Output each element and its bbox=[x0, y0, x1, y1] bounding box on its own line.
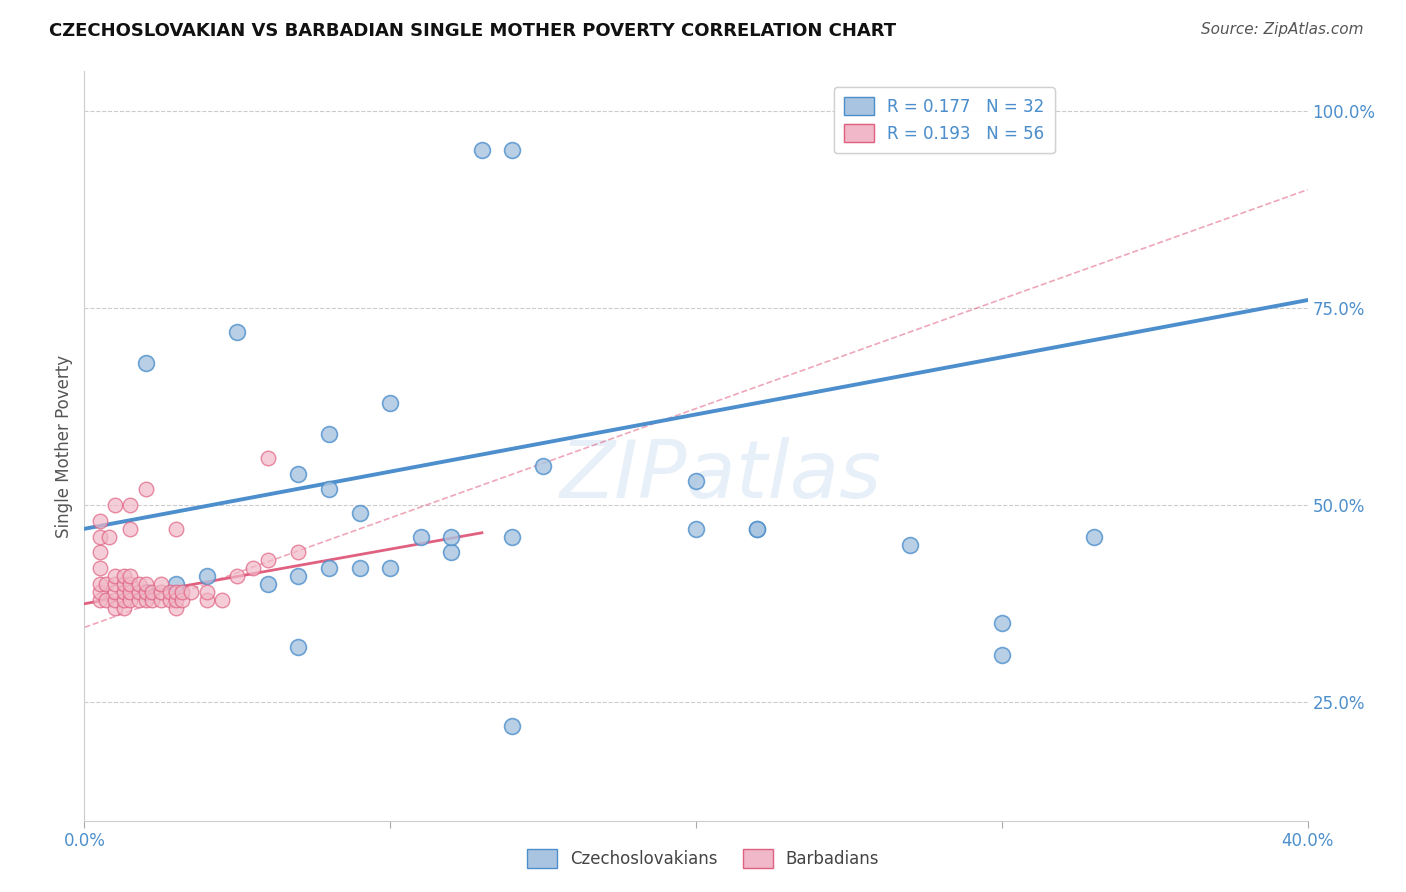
Point bbox=[159, 585, 181, 599]
Point bbox=[112, 585, 135, 599]
Point bbox=[165, 585, 187, 599]
Point bbox=[440, 545, 463, 559]
Point bbox=[287, 640, 309, 654]
Point bbox=[89, 561, 111, 575]
Point bbox=[409, 530, 432, 544]
Point bbox=[112, 600, 135, 615]
Point bbox=[104, 600, 127, 615]
Point bbox=[104, 592, 127, 607]
Point bbox=[165, 522, 187, 536]
Point bbox=[135, 592, 157, 607]
Point bbox=[1083, 530, 1105, 544]
Point bbox=[257, 450, 280, 465]
Point bbox=[180, 585, 202, 599]
Point bbox=[149, 577, 172, 591]
Point bbox=[195, 569, 218, 583]
Point bbox=[128, 592, 150, 607]
Point bbox=[104, 585, 127, 599]
Point bbox=[104, 569, 127, 583]
Point bbox=[898, 538, 921, 552]
Point bbox=[112, 592, 135, 607]
Point bbox=[242, 561, 264, 575]
Point bbox=[165, 577, 187, 591]
Point bbox=[120, 522, 142, 536]
Point bbox=[89, 585, 111, 599]
Point bbox=[502, 143, 524, 157]
Point bbox=[120, 569, 142, 583]
Point bbox=[89, 530, 111, 544]
Point bbox=[471, 143, 494, 157]
Point bbox=[149, 585, 172, 599]
Point bbox=[112, 577, 135, 591]
Point bbox=[318, 483, 340, 497]
Point bbox=[257, 553, 280, 567]
Text: CZECHOSLOVAKIAN VS BARBADIAN SINGLE MOTHER POVERTY CORRELATION CHART: CZECHOSLOVAKIAN VS BARBADIAN SINGLE MOTH… bbox=[49, 22, 897, 40]
Point bbox=[112, 569, 135, 583]
Point bbox=[380, 395, 402, 409]
Point bbox=[349, 506, 371, 520]
Text: ZIPatlas: ZIPatlas bbox=[560, 437, 882, 515]
Point bbox=[380, 561, 402, 575]
Point bbox=[159, 592, 181, 607]
Point bbox=[165, 592, 187, 607]
Point bbox=[226, 325, 249, 339]
Point bbox=[211, 592, 233, 607]
Point bbox=[685, 522, 707, 536]
Point bbox=[89, 545, 111, 559]
Point bbox=[172, 585, 194, 599]
Point bbox=[502, 719, 524, 733]
Point bbox=[104, 577, 127, 591]
Point bbox=[141, 592, 163, 607]
Point bbox=[120, 592, 142, 607]
Point bbox=[685, 475, 707, 489]
Point bbox=[318, 561, 340, 575]
Text: Source: ZipAtlas.com: Source: ZipAtlas.com bbox=[1201, 22, 1364, 37]
Legend: Czechoslovakians, Barbadians: Czechoslovakians, Barbadians bbox=[520, 843, 886, 875]
Point bbox=[128, 577, 150, 591]
Point bbox=[172, 592, 194, 607]
Point bbox=[89, 577, 111, 591]
Point bbox=[747, 522, 769, 536]
Point bbox=[89, 514, 111, 528]
Point bbox=[991, 616, 1014, 631]
Point bbox=[135, 483, 157, 497]
Point bbox=[135, 585, 157, 599]
Point bbox=[120, 577, 142, 591]
Point bbox=[195, 585, 218, 599]
Point bbox=[991, 648, 1014, 662]
Point bbox=[531, 458, 554, 473]
Point bbox=[120, 498, 142, 512]
Point bbox=[195, 592, 218, 607]
Y-axis label: Single Mother Poverty: Single Mother Poverty bbox=[55, 354, 73, 538]
Point bbox=[318, 427, 340, 442]
Point bbox=[135, 585, 157, 599]
Point bbox=[257, 577, 280, 591]
Point bbox=[287, 545, 309, 559]
Point bbox=[747, 522, 769, 536]
Point bbox=[226, 569, 249, 583]
Point bbox=[141, 585, 163, 599]
Point bbox=[135, 577, 157, 591]
Point bbox=[165, 600, 187, 615]
Point bbox=[149, 592, 172, 607]
Point bbox=[502, 530, 524, 544]
Point bbox=[120, 585, 142, 599]
Point bbox=[94, 577, 117, 591]
Point bbox=[349, 561, 371, 575]
Point bbox=[94, 592, 117, 607]
Point bbox=[287, 569, 309, 583]
Point bbox=[440, 530, 463, 544]
Point bbox=[89, 592, 111, 607]
Point bbox=[287, 467, 309, 481]
Point bbox=[135, 356, 157, 370]
Legend: R = 0.177   N = 32, R = 0.193   N = 56: R = 0.177 N = 32, R = 0.193 N = 56 bbox=[834, 87, 1054, 153]
Point bbox=[128, 585, 150, 599]
Point bbox=[97, 530, 120, 544]
Point bbox=[104, 498, 127, 512]
